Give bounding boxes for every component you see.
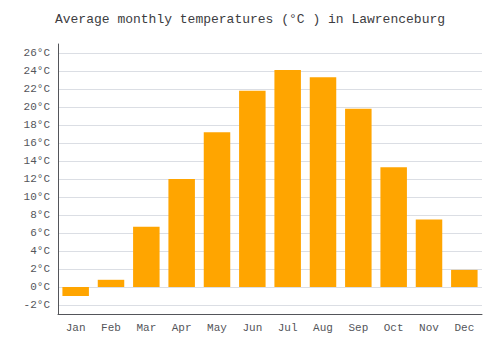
svg-text:6°C: 6°C	[30, 227, 50, 239]
svg-text:18°C: 18°C	[24, 119, 51, 131]
svg-text:Average monthly temperatures (: Average monthly temperatures (°C ) in La…	[55, 12, 445, 27]
svg-text:12°C: 12°C	[24, 173, 51, 185]
svg-text:Oct: Oct	[384, 322, 404, 334]
svg-text:24°C: 24°C	[24, 65, 51, 77]
svg-text:Jan: Jan	[66, 322, 86, 334]
svg-text:20°C: 20°C	[24, 101, 51, 113]
svg-text:Apr: Apr	[172, 322, 192, 334]
svg-text:10°C: 10°C	[24, 191, 51, 203]
svg-text:Feb: Feb	[101, 322, 121, 334]
svg-text:Dec: Dec	[454, 322, 474, 334]
svg-text:8°C: 8°C	[30, 209, 50, 221]
svg-text:2°C: 2°C	[30, 263, 50, 275]
svg-text:May: May	[207, 322, 227, 334]
svg-text:Nov: Nov	[419, 322, 439, 334]
svg-text:Jun: Jun	[242, 322, 262, 334]
svg-text:16°C: 16°C	[24, 137, 51, 149]
svg-text:14°C: 14°C	[24, 155, 51, 167]
svg-text:26°C: 26°C	[24, 47, 51, 59]
svg-text:Mar: Mar	[136, 322, 156, 334]
svg-text:22°C: 22°C	[24, 83, 51, 95]
svg-text:Jul: Jul	[278, 322, 298, 334]
svg-text:Aug: Aug	[313, 322, 333, 334]
svg-text:Sep: Sep	[348, 322, 368, 334]
svg-text:0°C: 0°C	[30, 281, 50, 293]
svg-text:-2°C: -2°C	[24, 299, 51, 311]
svg-text:4°C: 4°C	[30, 245, 50, 257]
